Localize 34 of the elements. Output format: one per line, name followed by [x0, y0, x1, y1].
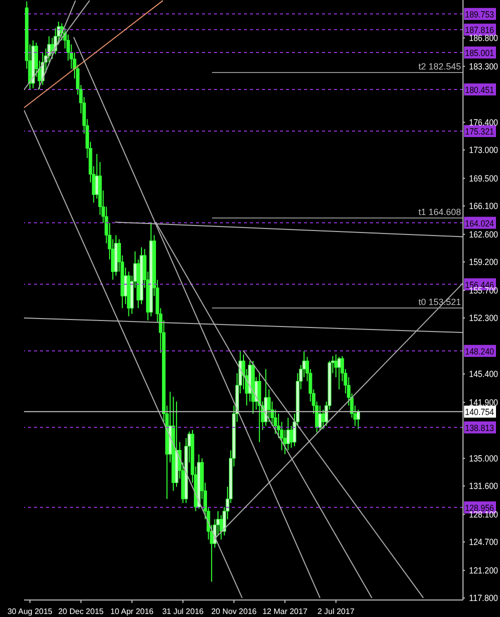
y-tick-label: 131.600: [469, 480, 500, 491]
y-tick-label: 124.700: [469, 536, 500, 547]
y-tick-label: 117.800: [469, 592, 500, 603]
y-tick-label: 162.600: [469, 229, 500, 240]
y-tick-label: 135.000: [469, 453, 500, 464]
x-tick-label: 12 Mar 2017: [262, 607, 308, 616]
x-tick-label: 20 Nov 2016: [211, 607, 258, 616]
y-tick-label: 186.800: [469, 32, 500, 43]
ref-line-label: 140.754: [465, 407, 498, 418]
ref-line-label: 175.321: [465, 126, 498, 137]
x-tick-label: 31 Jul 2016: [162, 607, 204, 616]
y-tick-label: 145.400: [469, 368, 500, 379]
y-tick-label: 141.900: [469, 397, 500, 408]
y-tick-label: 159.200: [469, 256, 500, 267]
annotation: t1 164.608: [418, 207, 461, 218]
y-tick-label: 169.500: [469, 173, 500, 184]
x-tick-label: 2 Jul 2017: [317, 607, 355, 616]
x-tick-label: 20 Dec 2015: [58, 607, 104, 616]
x-tick-label: 10 Apr 2016: [110, 607, 154, 616]
ref-line-label: 148.240: [465, 346, 498, 356]
y-tick-label: 183.300: [469, 61, 500, 72]
ref-line-label: 138.813: [465, 422, 498, 433]
y-tick-label: 152.300: [469, 312, 500, 323]
ref-line-label: 164.024: [465, 218, 498, 228]
y-tick-label: 121.200: [469, 565, 500, 576]
ref-line-label: 180.451: [465, 84, 498, 95]
y-tick-label: 173.000: [469, 144, 500, 155]
y-tick-label: 176.400: [469, 117, 500, 128]
ref-line-label: 189.753: [465, 9, 498, 20]
ref-line-label: 187.816: [465, 25, 498, 36]
y-tick-label: 166.100: [469, 200, 500, 211]
annotation: t2 182.545: [418, 61, 461, 72]
ref-line-label: 185.001: [465, 48, 498, 58]
x-tick-label: 30 Aug 2015: [7, 607, 53, 616]
